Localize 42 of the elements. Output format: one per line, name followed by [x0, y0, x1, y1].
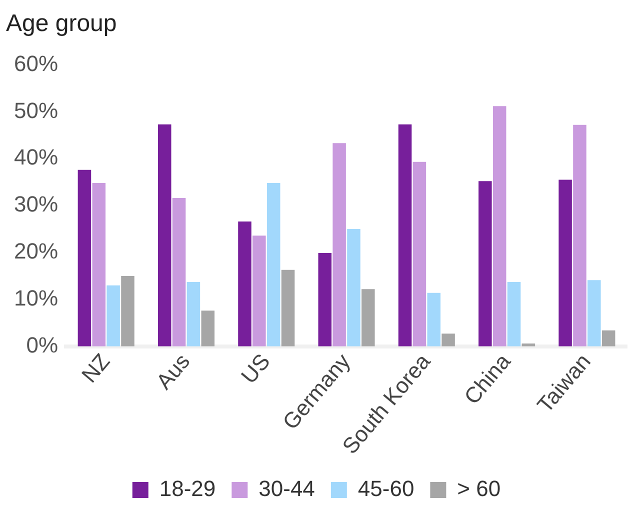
bar	[201, 310, 215, 346]
y-tick-label: 30%	[14, 192, 58, 217]
bar	[398, 124, 412, 346]
bar	[362, 289, 375, 346]
bar	[78, 170, 92, 346]
bar	[281, 270, 295, 346]
x-tick-label: US	[236, 348, 275, 388]
bar	[442, 334, 455, 346]
bar	[412, 162, 426, 346]
y-tick-label: 10%	[14, 285, 58, 310]
chart-title: Age group	[6, 10, 117, 38]
x-tick-label: NZ	[76, 348, 115, 388]
bar	[266, 183, 280, 346]
y-tick-label: 20%	[14, 238, 58, 264]
bar	[158, 124, 172, 346]
bar	[427, 292, 441, 346]
bar	[347, 229, 360, 346]
bar	[238, 222, 252, 346]
legend-label: 18-29	[159, 476, 216, 502]
legend-label: 45-60	[358, 476, 414, 502]
bar	[318, 252, 332, 346]
bar	[478, 181, 492, 346]
bar	[602, 330, 616, 346]
bar	[507, 282, 521, 346]
bar	[558, 180, 572, 346]
legend-label: 30-44	[258, 476, 315, 502]
bar	[588, 280, 601, 346]
y-tick-label: 60%	[14, 50, 58, 76]
y-tick-label: 50%	[14, 98, 58, 123]
y-tick-label: 0%	[26, 332, 58, 358]
bar	[332, 143, 346, 346]
bar	[252, 236, 266, 346]
bar	[92, 183, 106, 346]
y-tick-label: 40%	[14, 144, 58, 170]
bar	[573, 124, 586, 346]
legend-label: > 60	[457, 476, 501, 502]
bar	[492, 106, 506, 346]
bar	[121, 276, 134, 346]
x-tick-label: Aus	[151, 348, 195, 394]
bar	[106, 285, 120, 346]
bar	[186, 282, 200, 346]
bar	[172, 198, 186, 346]
